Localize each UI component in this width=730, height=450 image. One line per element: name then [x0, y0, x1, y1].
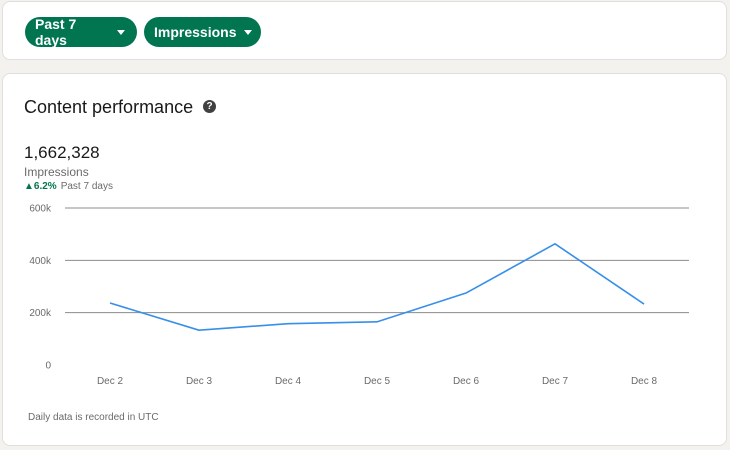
filter-bar: Past 7 days Impressions	[2, 1, 727, 60]
x-tick-label: Dec 2	[97, 376, 124, 387]
metric-caption: Impressions	[24, 165, 89, 179]
caret-down-icon	[244, 30, 253, 35]
x-tick-label: Dec 7	[542, 376, 569, 387]
utc-footnote: Daily data is recorded in UTC	[28, 412, 159, 423]
y-tick-label: 600k	[29, 204, 52, 215]
x-tick-label: Dec 3	[186, 376, 213, 387]
delta-row: ▲6.2% Past 7 days	[24, 181, 113, 192]
x-tick-label: Dec 6	[453, 376, 480, 387]
caret-down-icon	[117, 30, 125, 35]
help-icon[interactable]: ?	[203, 99, 217, 113]
impressions-line-chart: 0 200k 400k 600k Dec 2 Dec 3 Dec 4 Dec 5 Dec 6 De…	[29, 204, 689, 387]
section-title-text: Content performance	[24, 97, 194, 117]
date-range-label: Past 7 days	[35, 16, 77, 48]
y-tick-label: 200k	[29, 308, 52, 319]
y-tick-label: 0	[45, 361, 51, 372]
trend-up-icon: ▲	[24, 181, 34, 192]
section-title: Content performance ?	[24, 97, 217, 118]
x-tick-label: Dec 8	[631, 376, 658, 387]
x-tick-label: Dec 5	[364, 376, 391, 387]
metric-dropdown[interactable]: Impressions	[144, 17, 261, 47]
delta-value: 6.2%	[33, 181, 57, 192]
x-tick-label: Dec 4	[275, 376, 302, 387]
impressions-series-line	[109, 243, 645, 331]
delta-change: ▲6.2%	[24, 181, 57, 192]
total-impressions: 1,662,328	[24, 143, 100, 162]
metric-label: Impressions	[154, 24, 237, 40]
date-range-dropdown[interactable]: Past 7 days	[25, 16, 137, 48]
delta-period: Past 7 days	[60, 181, 113, 192]
content-performance-card: Content performance ? 1,662,328 Impressi…	[2, 73, 727, 446]
y-tick-label: 400k	[29, 256, 52, 267]
